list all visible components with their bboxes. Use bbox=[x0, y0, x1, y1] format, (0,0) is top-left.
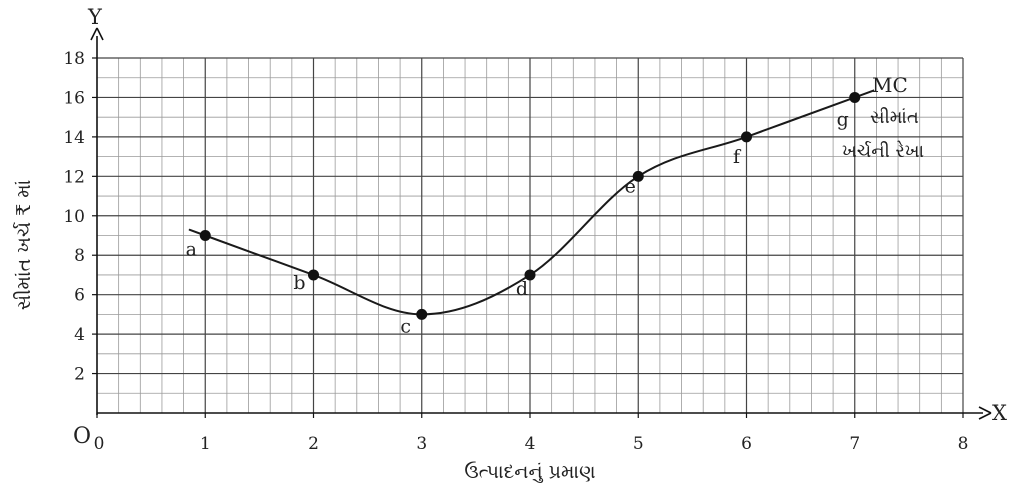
grid-minor bbox=[97, 58, 963, 413]
y-axis-title: સીમાંત ખર્ચ ₹ માં bbox=[13, 180, 35, 311]
y-tick-label: 18 bbox=[63, 49, 85, 69]
data-point-g bbox=[849, 91, 861, 103]
data-point-a bbox=[199, 230, 211, 241]
y-tick-label: 16 bbox=[63, 88, 85, 108]
curve-annotation-line2: ખર્ચની રેખા bbox=[842, 141, 924, 162]
y-tick-label: 2 bbox=[74, 365, 85, 385]
x-tick-label: 8 bbox=[958, 434, 969, 454]
x-tick-label: 2 bbox=[308, 434, 319, 454]
point-label-e: e bbox=[625, 175, 636, 197]
x-tick-label: 6 bbox=[741, 434, 752, 454]
point-labels: a b c d e f g bbox=[186, 108, 849, 337]
x-axis-arrow-icon bbox=[978, 406, 992, 420]
data-point-c bbox=[416, 308, 428, 320]
x-tick-label: 3 bbox=[416, 434, 427, 454]
point-label-d: d bbox=[516, 278, 528, 300]
data-point-f bbox=[741, 131, 752, 143]
x-tick-label: 1 bbox=[200, 434, 211, 454]
y-tick-label: 8 bbox=[74, 246, 85, 266]
origin-label: O bbox=[73, 424, 91, 449]
point-label-f: f bbox=[733, 146, 742, 168]
y-tick-label: 12 bbox=[63, 167, 85, 187]
curve-annotation-line1: સીમાંત bbox=[870, 107, 919, 128]
point-label-g: g bbox=[837, 108, 849, 130]
point-label-a: a bbox=[186, 239, 197, 261]
y-tick-label: 4 bbox=[74, 325, 85, 345]
y-tick-label: 10 bbox=[63, 207, 85, 227]
point-label-c: c bbox=[400, 315, 411, 337]
data-point-e bbox=[632, 170, 644, 182]
y-axis-arrow-icon bbox=[90, 27, 104, 41]
x-tick-label: 4 bbox=[525, 434, 536, 454]
point-label-b: b bbox=[293, 272, 305, 294]
y-tick-label: 6 bbox=[74, 286, 85, 306]
x-axis-letter: X bbox=[992, 401, 1007, 425]
x-tick-label: 5 bbox=[633, 434, 644, 454]
y-axis-letter: Y bbox=[87, 5, 103, 29]
grid-major bbox=[97, 57, 964, 413]
data-point-b bbox=[308, 269, 319, 281]
series-mc bbox=[188, 89, 875, 320]
series-name-label: MC bbox=[872, 73, 908, 97]
x-tick-label: 0 bbox=[94, 434, 105, 454]
x-tick-label: 7 bbox=[849, 434, 860, 454]
y-tick-label: 14 bbox=[63, 128, 85, 148]
data-point-d bbox=[524, 269, 536, 281]
axes bbox=[90, 27, 992, 420]
x-axis-title: ઉત્પાદનનું પ્રમાણ bbox=[464, 461, 595, 483]
